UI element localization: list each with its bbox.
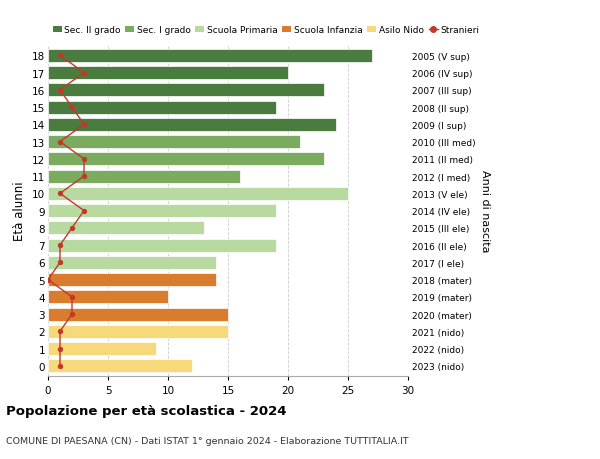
- Bar: [48, 239, 276, 252]
- Point: [67, 225, 77, 232]
- Y-axis label: Età alunni: Età alunni: [13, 181, 26, 241]
- Bar: [48, 205, 276, 218]
- Point: [79, 207, 89, 215]
- Bar: [48, 153, 324, 166]
- Bar: [48, 308, 228, 321]
- Legend: Sec. II grado, Sec. I grado, Scuola Primaria, Scuola Infanzia, Asilo Nido, Stran: Sec. II grado, Sec. I grado, Scuola Prim…: [53, 26, 479, 35]
- Point: [79, 173, 89, 180]
- Point: [55, 139, 65, 146]
- Point: [67, 311, 77, 318]
- Bar: [48, 256, 216, 269]
- Bar: [48, 101, 276, 114]
- Bar: [48, 170, 240, 183]
- Point: [55, 259, 65, 266]
- Point: [55, 345, 65, 353]
- Bar: [48, 222, 204, 235]
- Bar: [48, 187, 348, 201]
- Point: [55, 328, 65, 335]
- Point: [67, 294, 77, 301]
- Point: [79, 70, 89, 77]
- Point: [55, 190, 65, 197]
- Bar: [48, 118, 336, 132]
- Bar: [48, 342, 156, 355]
- Bar: [48, 136, 300, 149]
- Text: Popolazione per età scolastica - 2024: Popolazione per età scolastica - 2024: [6, 404, 287, 417]
- Bar: [48, 274, 216, 286]
- Point: [79, 121, 89, 129]
- Text: COMUNE DI PAESANA (CN) - Dati ISTAT 1° gennaio 2024 - Elaborazione TUTTITALIA.IT: COMUNE DI PAESANA (CN) - Dati ISTAT 1° g…: [6, 436, 409, 445]
- Point: [55, 87, 65, 95]
- Point: [79, 156, 89, 163]
- Point: [55, 242, 65, 249]
- Bar: [48, 50, 372, 63]
- Bar: [48, 325, 228, 338]
- Bar: [48, 359, 192, 373]
- Bar: [48, 84, 324, 97]
- Bar: [48, 291, 168, 304]
- Point: [55, 52, 65, 60]
- Y-axis label: Anni di nascita: Anni di nascita: [479, 170, 490, 252]
- Point: [67, 104, 77, 112]
- Bar: [48, 67, 288, 80]
- Point: [43, 276, 53, 284]
- Point: [55, 363, 65, 370]
